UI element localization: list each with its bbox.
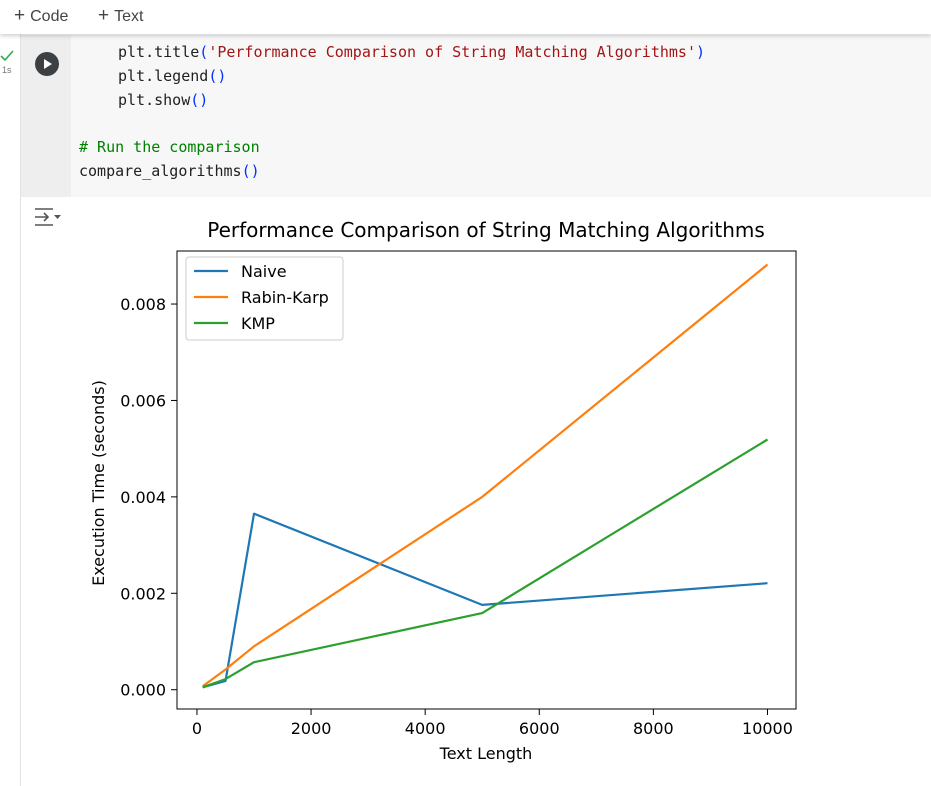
code-line-show: plt.show() — [118, 91, 209, 109]
code-line-title: plt.title('Performance Comparison of Str… — [118, 43, 706, 61]
x-tick-label: 10000 — [742, 719, 793, 738]
legend-label: KMP — [241, 314, 275, 333]
add-text-label: Text — [114, 8, 144, 25]
x-tick-label: 0 — [192, 719, 202, 738]
y-tick-label: 0.004 — [120, 488, 166, 507]
x-axis-label: Text Length — [439, 744, 533, 763]
code-fn: plt.legend — [118, 67, 209, 85]
output-toggle-icon[interactable] — [33, 206, 61, 228]
cell-rail — [20, 34, 21, 786]
plot-frame — [176, 250, 797, 710]
add-code-label: Code — [30, 8, 69, 25]
legend-label: Rabin-Karp — [241, 288, 329, 307]
legend-box — [185, 256, 344, 341]
series-line-rabin-karp — [202, 263, 769, 688]
code-fn: plt.title — [118, 43, 200, 61]
y-tick-label: 0.006 — [120, 391, 166, 410]
code-line-legend: plt.legend() — [118, 67, 227, 85]
line-chart: Performance Comparison of String Matchin… — [89, 218, 797, 763]
plus-icon: + — [14, 5, 26, 26]
y-tick-label: 0.008 — [120, 295, 166, 314]
add-code-button[interactable]: + Code — [14, 5, 68, 27]
code-fn: compare_algorithms — [79, 162, 242, 180]
series-line-kmp — [202, 438, 769, 689]
notebook-toolbar: + Code + Text — [0, 0, 931, 34]
chart-title: Performance Comparison of String Matchin… — [207, 218, 765, 242]
x-tick-label: 8000 — [633, 719, 674, 738]
code-comment: # Run the comparison — [79, 138, 260, 156]
run-cell-button[interactable] — [35, 52, 59, 76]
check-icon — [0, 50, 14, 62]
series-line-naive — [202, 512, 768, 689]
y-axis-label: Execution Time (seconds) — [89, 380, 108, 586]
x-tick-label: 2000 — [291, 719, 332, 738]
y-tick-label: 0.002 — [120, 584, 166, 603]
legend-label: Naive — [241, 262, 287, 281]
code-editor[interactable]: plt.title('Performance Comparison of Str… — [71, 35, 931, 197]
execution-time: 1s — [2, 65, 12, 75]
code-string: 'Performance Comparison of String Matchi… — [208, 43, 696, 61]
x-tick-label: 6000 — [519, 719, 560, 738]
add-text-button[interactable]: + Text — [98, 5, 143, 27]
code-fn: plt.show — [118, 91, 191, 109]
plus-icon: + — [98, 5, 110, 26]
y-tick-label: 0.000 — [120, 681, 166, 700]
code-line-call: compare_algorithms() — [79, 162, 260, 180]
x-tick-label: 4000 — [405, 719, 446, 738]
